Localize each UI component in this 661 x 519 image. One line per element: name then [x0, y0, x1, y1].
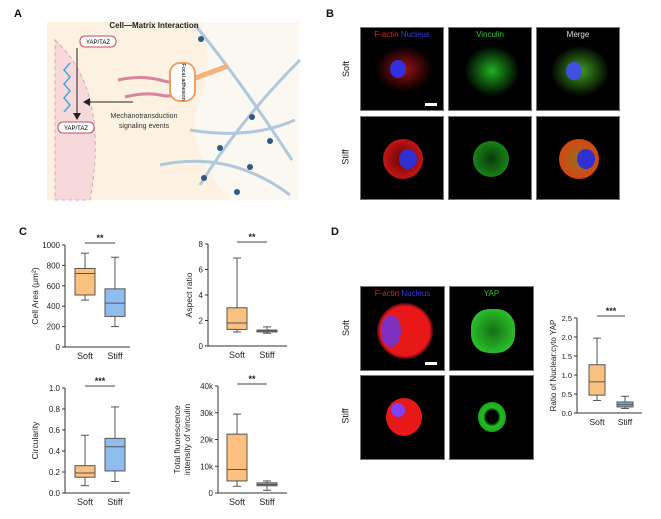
y-tick-label: 6 — [199, 266, 204, 275]
y-tick-label: 0 — [56, 343, 61, 352]
y-axis-label: Circularity — [30, 421, 40, 460]
y-tick-label: 0.4 — [49, 447, 61, 456]
y-tick-label: 600 — [47, 282, 61, 291]
micrograph-stiff-vinculin — [448, 116, 532, 200]
x-tick-label: Stiff — [107, 351, 123, 361]
micrograph-d-soft-actin-nucleus: F-actin Nucleus — [360, 286, 445, 371]
channel-label-yap: YAP — [483, 289, 500, 298]
y-tick-label: 0 — [199, 342, 204, 351]
y-axis-label: Aspect ratio — [184, 272, 194, 317]
chart-yap: 0.0 0.5 1.0 1.5 2.0 2.5 Soft Stiff *** Ratio of N… — [549, 306, 642, 427]
y-tick-label: 20k — [200, 436, 214, 445]
mechanotransduction-label-2: signaling events — [119, 123, 170, 130]
y-tick-label: 1.5 — [562, 352, 572, 361]
arrow-down-icon — [73, 113, 81, 120]
channel-label-vinculin: Vinculin — [476, 30, 504, 39]
y-tick-label: 0.8 — [49, 405, 61, 414]
micrograph-soft-merge: Merge — [536, 27, 620, 111]
y-tick-label: 0.0 — [49, 489, 61, 498]
y-tick-label: 2.5 — [562, 314, 572, 323]
y-tick-label: 2.0 — [562, 333, 572, 342]
dna-icon — [63, 62, 71, 113]
panel-label-b: B — [326, 8, 334, 20]
channel-label-merge: Merge — [566, 30, 590, 39]
x-tick-label: Soft — [77, 497, 94, 507]
y-tick-label: 200 — [47, 323, 61, 332]
micrograph-stiff-merge — [536, 116, 620, 200]
x-tick-label: Soft — [77, 351, 94, 361]
channel-label-nucleus-d: Nucleus — [401, 289, 431, 298]
chart-vinc: 0 10k 20k 30k 40k Soft Stiff ** Total fluorescen… — [172, 374, 287, 507]
significance-label: ** — [248, 232, 256, 242]
y-tick-label: 0.0 — [562, 409, 572, 418]
chart-area: 0 200 400 600 800 1000 Soft Stiff ** Cell Area (μ… — [30, 233, 130, 361]
illustration-title: Cell—Matrix Interaction — [109, 21, 198, 30]
y-tick-label: 1.0 — [49, 384, 61, 393]
y-tick-label: 1.0 — [562, 371, 572, 380]
micrograph-soft-actin-nucleus: F-actin Nucleus — [360, 27, 444, 111]
significance-label: ** — [248, 374, 256, 384]
micrograph-d-soft-yap: YAP — [449, 286, 534, 371]
y-tick-label: 0.6 — [49, 426, 61, 435]
channel-label-nucleus: Nucleus — [400, 30, 430, 39]
box-stiff — [104, 288, 126, 317]
x-tick-label: Stiff — [259, 350, 275, 360]
x-tick-label: Stiff — [618, 417, 633, 427]
y-tick-label: 10k — [200, 462, 214, 471]
focal-adhesion-label: Focal adhesion — [180, 63, 186, 100]
box-soft — [588, 364, 606, 396]
y-axis-label-line2: intensity of vinculin — [182, 404, 192, 476]
micrograph-d-stiff-actin-nucleus — [360, 375, 445, 460]
yap-taz-top: YAP/TAZ — [86, 40, 110, 46]
panel-label-a: A — [14, 8, 22, 20]
y-axis-label: Cell Area (μm²) — [30, 267, 40, 324]
x-tick-label: Stiff — [259, 497, 275, 507]
panel-label-d: D — [331, 226, 339, 238]
y-tick-label: 0 — [209, 489, 214, 498]
arrow-left-icon — [83, 98, 90, 106]
x-tick-label: Soft — [589, 417, 605, 427]
y-axis-label: Total fluorescence — [172, 405, 182, 474]
box-soft — [226, 307, 248, 330]
yap-taz-bottom: YAP/TAZ — [64, 126, 88, 132]
channel-label-actin-d: F-actin — [374, 289, 400, 298]
panel-label-c: C — [19, 226, 27, 238]
significance-label: *** — [606, 306, 617, 316]
channel-label-actin: F-actin — [374, 30, 399, 39]
y-axis-label: Ratio of Nuclear:cyto YAP — [549, 320, 558, 412]
significance-label: *** — [95, 376, 106, 386]
y-tick-label: 8 — [199, 240, 204, 249]
scale-bar — [425, 103, 437, 106]
y-tick-label: 40k — [200, 382, 214, 391]
y-tick-label: 1000 — [42, 241, 60, 250]
matrix-crosslinks — [198, 36, 273, 195]
y-tick-label: 400 — [47, 302, 61, 311]
y-tick-label: 4 — [199, 291, 204, 300]
micrograph-d-stiff-yap — [449, 375, 534, 460]
mechanotransduction-label-1: Mechanotransduction — [111, 113, 178, 120]
y-tick-label: 0.2 — [49, 468, 61, 477]
y-tick-label: 2 — [199, 317, 204, 326]
y-tick-label: 30k — [200, 409, 214, 418]
box-soft — [74, 465, 96, 478]
cell-matrix-illustration: Focal adhesion YAP/TAZ YAP/TAZ Mechanotr… — [47, 21, 302, 201]
micrograph-stiff-actin-nucleus — [360, 116, 444, 200]
y-tick-label: 800 — [47, 261, 61, 270]
significance-label: ** — [96, 233, 104, 243]
chart-aspect: 0 2 4 6 8 Soft Stiff ** Aspect ratio — [184, 232, 287, 360]
x-tick-label: Soft — [229, 497, 246, 507]
chart-circ: 0.0 0.2 0.4 0.6 0.8 1.0 Soft Stiff *** Circularit… — [30, 376, 130, 507]
micrograph-soft-vinculin: Vinculin — [448, 27, 532, 111]
box-stiff — [104, 437, 126, 472]
scale-bar-d — [425, 362, 437, 365]
box-soft — [74, 267, 96, 296]
x-tick-label: Soft — [229, 350, 246, 360]
x-tick-label: Stiff — [107, 497, 123, 507]
box-soft — [226, 433, 248, 482]
y-tick-label: 0.5 — [562, 390, 572, 399]
